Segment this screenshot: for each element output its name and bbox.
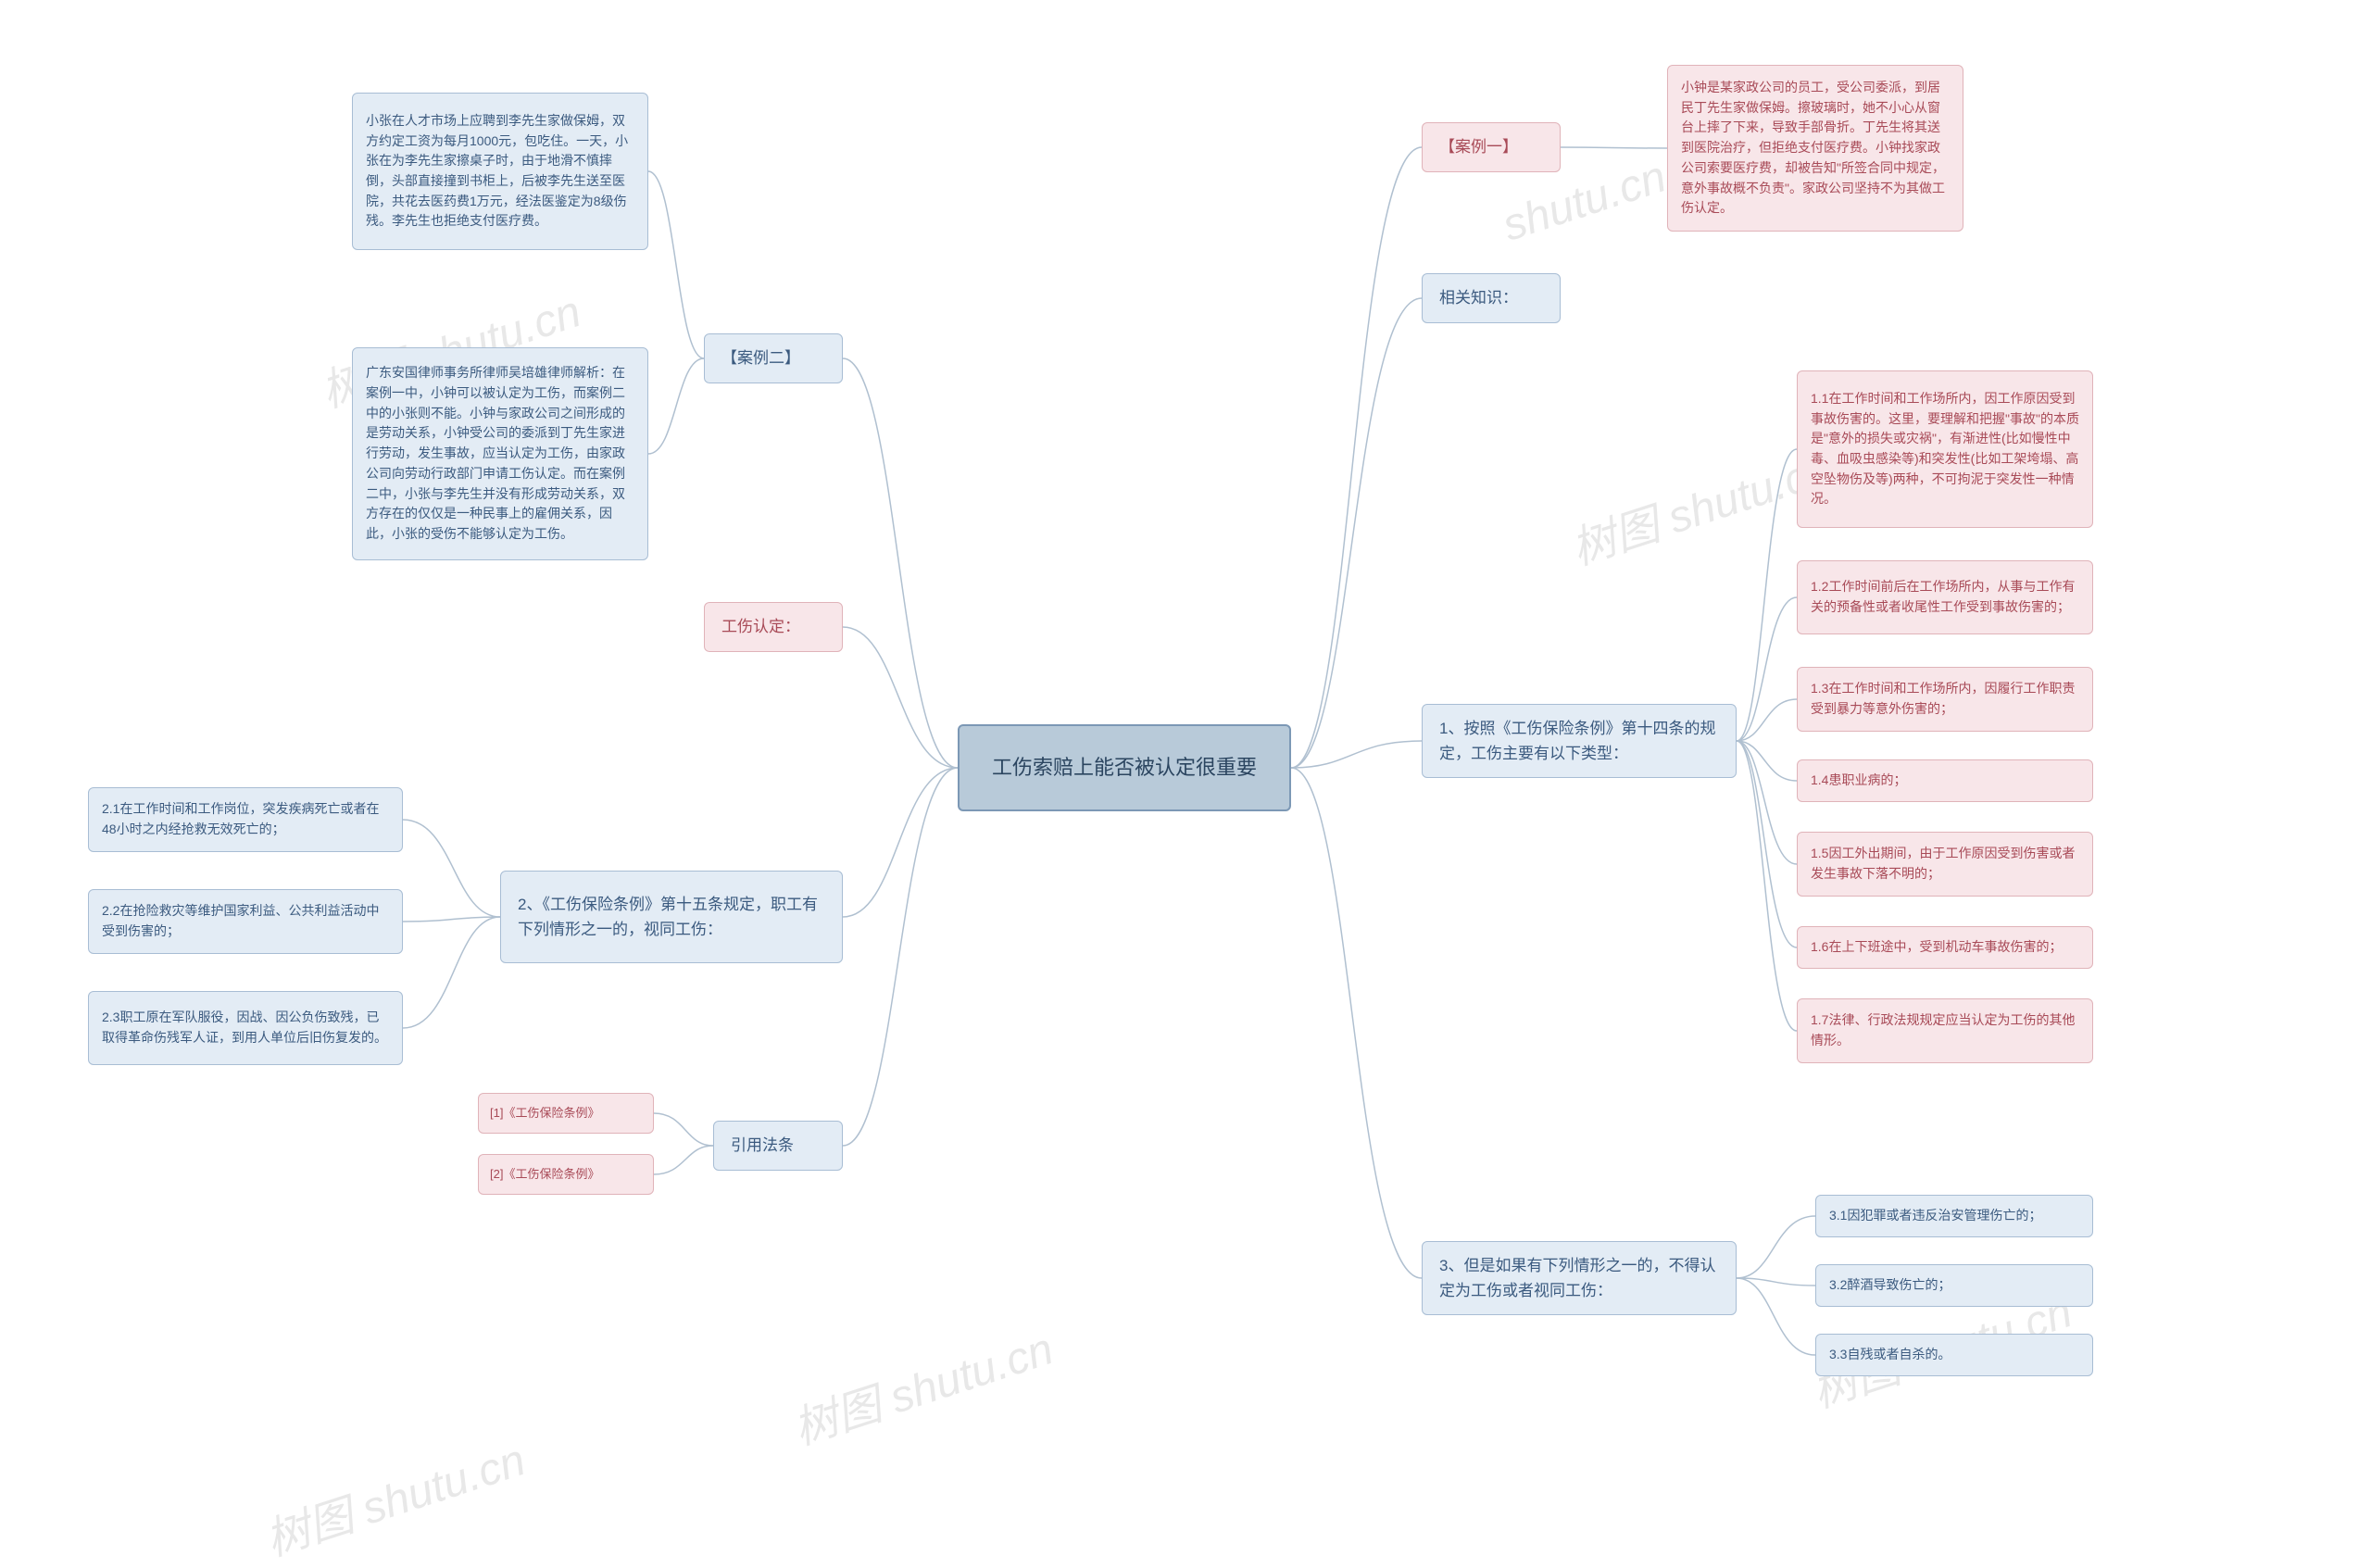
leaf-case2-a: 小张在人才市场上应聘到李先生家做保姆，双方约定工资为每月1000元，包吃住。一天… — [352, 93, 648, 250]
leaf-case1-text: 小钟是某家政公司的员工，受公司委派，到居民丁先生家做保姆。擦玻璃时，她不小心从窗… — [1667, 65, 1963, 232]
leaf-ref-1: [1]《工伤保险条例》 — [478, 1093, 654, 1134]
root-node[interactable]: 工伤索赔上能否被认定很重要 — [958, 724, 1291, 811]
leaf-type14-6: 1.6在上下班途中，受到机动车事故伤害的； — [1797, 926, 2093, 969]
branch-case2[interactable]: 【案例二】 — [704, 333, 843, 383]
leaf-type14-1: 1.1在工作时间和工作场所内，因工作原因受到事故伤害的。这里，要理解和把握"事故… — [1797, 370, 2093, 528]
leaf-similar15-2: 2.2在抢险救灾等维护国家利益、公共利益活动中受到伤害的； — [88, 889, 403, 954]
leaf-similar15-1: 2.1在工作时间和工作岗位，突发疾病死亡或者在48小时之内经抢救无效死亡的； — [88, 787, 403, 852]
branch-similar15[interactable]: 2、《工伤保险条例》第十五条规定，职工有下列情形之一的，视同工伤： — [500, 871, 843, 963]
branch-recognition[interactable]: 工伤认定： — [704, 602, 843, 652]
leaf-type14-5: 1.5因工外出期间，由于工作原因受到伤害或者发生事故下落不明的； — [1797, 832, 2093, 897]
branch-refs[interactable]: 引用法条 — [713, 1121, 843, 1171]
watermark: 树图 shutu.cn — [256, 1424, 532, 1568]
leaf-type14-7: 1.7法律、行政法规规定应当认定为工伤的其他情形。 — [1797, 998, 2093, 1063]
branch-knowledge[interactable]: 相关知识： — [1422, 273, 1561, 323]
branch-exclude[interactable]: 3、但是如果有下列情形之一的，不得认定为工伤或者视同工伤： — [1422, 1241, 1737, 1315]
leaf-similar15-3: 2.3职工原在军队服役，因战、因公负伤致残，已取得革命伤残军人证，到用人单位后旧… — [88, 991, 403, 1065]
leaf-exclude-3: 3.3自残或者自杀的。 — [1815, 1334, 2093, 1376]
branch-types14[interactable]: 1、按照《工伤保险条例》第十四条的规定，工伤主要有以下类型： — [1422, 704, 1737, 778]
leaf-type14-3: 1.3在工作时间和工作场所内，因履行工作职责受到暴力等意外伤害的； — [1797, 667, 2093, 732]
watermark: 树图 shutu.cn — [784, 1312, 1060, 1457]
leaf-exclude-1: 3.1因犯罪或者违反治安管理伤亡的； — [1815, 1195, 2093, 1237]
leaf-case2-b: 广东安国律师事务所律师吴培雄律师解析：在案例一中，小钟可以被认定为工伤，而案例二… — [352, 347, 648, 560]
leaf-type14-4: 1.4患职业病的； — [1797, 759, 2093, 802]
branch-case1[interactable]: 【案例一】 — [1422, 122, 1561, 172]
leaf-exclude-2: 3.2醉酒导致伤亡的； — [1815, 1264, 2093, 1307]
leaf-type14-2: 1.2工作时间前后在工作场所内，从事与工作有关的预备性或者收尾性工作受到事故伤害… — [1797, 560, 2093, 634]
leaf-ref-2: [2]《工伤保险条例》 — [478, 1154, 654, 1195]
